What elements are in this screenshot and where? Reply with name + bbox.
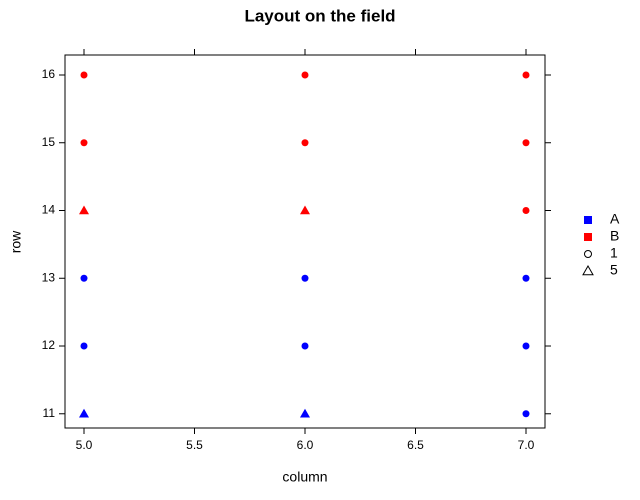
point bbox=[80, 71, 88, 79]
legend-label: B bbox=[610, 228, 619, 244]
y-tick-label: 12 bbox=[42, 338, 56, 352]
point bbox=[80, 342, 88, 350]
legend-label: A bbox=[610, 211, 620, 227]
y-tick-label: 11 bbox=[43, 406, 56, 420]
point bbox=[301, 342, 309, 350]
y-tick-label: 14 bbox=[42, 203, 56, 217]
point bbox=[522, 207, 530, 215]
x-tick-label: 6.5 bbox=[407, 438, 424, 452]
legend-shape bbox=[584, 250, 592, 258]
x-tick-label: 5.5 bbox=[186, 438, 203, 452]
point bbox=[522, 342, 530, 350]
y-tick-label: 15 bbox=[42, 135, 56, 149]
point bbox=[301, 71, 309, 79]
point bbox=[80, 139, 88, 147]
x-tick-label: 7.0 bbox=[518, 438, 535, 452]
legend-shape bbox=[582, 264, 594, 276]
y-tick-label: 13 bbox=[42, 270, 56, 284]
point bbox=[522, 139, 530, 147]
y-tick-label: 16 bbox=[42, 67, 56, 81]
x-axis-label: column bbox=[282, 469, 327, 485]
point bbox=[301, 274, 309, 282]
y-axis-label: row bbox=[8, 230, 24, 253]
point bbox=[79, 205, 90, 215]
point bbox=[522, 71, 530, 79]
legend-swatch bbox=[584, 216, 592, 224]
x-tick-label: 5.0 bbox=[76, 438, 93, 452]
legend-swatch bbox=[584, 233, 592, 241]
point bbox=[522, 274, 530, 282]
point bbox=[79, 408, 90, 418]
point bbox=[80, 274, 88, 282]
point bbox=[522, 410, 530, 418]
point bbox=[300, 408, 310, 418]
chart-title: Layout on the field bbox=[244, 6, 395, 25]
point bbox=[301, 139, 309, 147]
x-tick-label: 6.0 bbox=[297, 438, 314, 452]
legend-label: 5 bbox=[610, 262, 618, 278]
point bbox=[300, 205, 310, 215]
legend-label: 1 bbox=[610, 245, 618, 261]
